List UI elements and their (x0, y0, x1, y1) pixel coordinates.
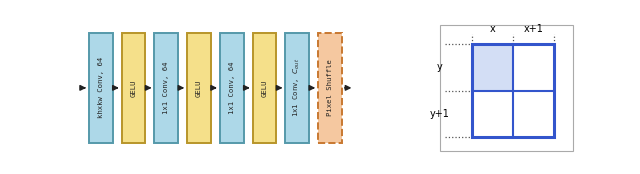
Text: 1x1 Conv, 64: 1x1 Conv, 64 (163, 62, 170, 114)
Text: 1x1 Conv, $C_{out}$: 1x1 Conv, $C_{out}$ (292, 58, 302, 117)
FancyBboxPatch shape (89, 33, 113, 143)
Text: Pixel Shuffle: Pixel Shuffle (327, 60, 333, 116)
FancyBboxPatch shape (285, 33, 309, 143)
FancyBboxPatch shape (122, 33, 145, 143)
Text: khxkw Conv, 64: khxkw Conv, 64 (98, 57, 104, 118)
FancyBboxPatch shape (318, 33, 342, 143)
Bar (440, 25, 573, 151)
Text: GELU: GELU (196, 79, 202, 97)
Text: GELU: GELU (262, 79, 268, 97)
Text: GELU: GELU (131, 79, 136, 97)
Bar (472, 44, 513, 90)
FancyBboxPatch shape (154, 33, 178, 143)
Text: 1x1 Conv, 64: 1x1 Conv, 64 (228, 62, 235, 114)
FancyBboxPatch shape (187, 33, 211, 143)
Text: x: x (490, 24, 495, 34)
FancyBboxPatch shape (253, 33, 276, 143)
FancyBboxPatch shape (220, 33, 244, 143)
Text: x+1: x+1 (524, 24, 543, 34)
Text: y+1: y+1 (429, 109, 449, 119)
Bar (472, 44, 554, 137)
Text: y: y (436, 62, 442, 72)
